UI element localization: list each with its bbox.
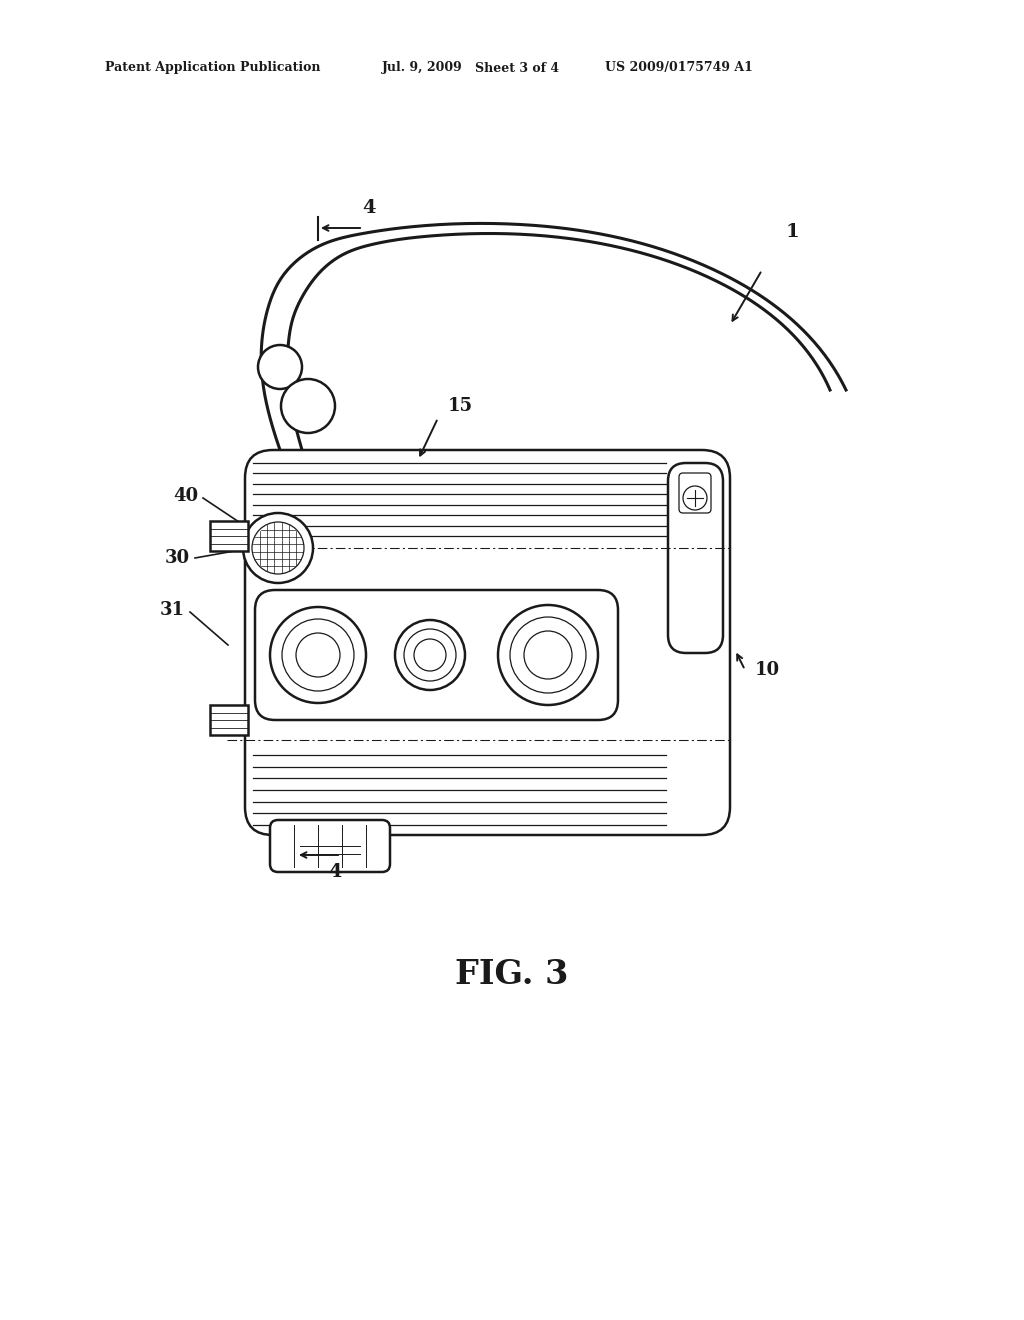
Text: Sheet 3 of 4: Sheet 3 of 4 <box>475 62 559 74</box>
FancyBboxPatch shape <box>668 463 723 653</box>
Text: 31: 31 <box>160 601 185 619</box>
Circle shape <box>282 619 354 690</box>
FancyBboxPatch shape <box>270 820 390 873</box>
Circle shape <box>296 634 340 677</box>
Text: 10: 10 <box>755 661 780 678</box>
Text: US 2009/0175749 A1: US 2009/0175749 A1 <box>605 62 753 74</box>
Circle shape <box>270 607 366 704</box>
Text: 15: 15 <box>449 397 473 414</box>
Circle shape <box>252 521 304 574</box>
Circle shape <box>414 639 446 671</box>
Circle shape <box>258 345 302 389</box>
Text: 30: 30 <box>165 549 190 568</box>
Circle shape <box>524 631 572 678</box>
Circle shape <box>243 513 313 583</box>
Text: Jul. 9, 2009: Jul. 9, 2009 <box>382 62 463 74</box>
FancyBboxPatch shape <box>245 450 730 836</box>
Text: 4: 4 <box>328 863 341 880</box>
Text: 40: 40 <box>173 487 198 506</box>
Text: FIG. 3: FIG. 3 <box>456 958 568 991</box>
Bar <box>210 521 248 550</box>
Circle shape <box>498 605 598 705</box>
FancyBboxPatch shape <box>255 590 618 719</box>
Bar <box>210 705 248 735</box>
Circle shape <box>281 379 335 433</box>
FancyBboxPatch shape <box>679 473 711 513</box>
Circle shape <box>683 486 707 510</box>
Text: 1: 1 <box>785 223 799 242</box>
Circle shape <box>404 630 456 681</box>
Circle shape <box>510 616 586 693</box>
Text: Patent Application Publication: Patent Application Publication <box>105 62 321 74</box>
Text: 4: 4 <box>362 199 376 216</box>
Circle shape <box>395 620 465 690</box>
